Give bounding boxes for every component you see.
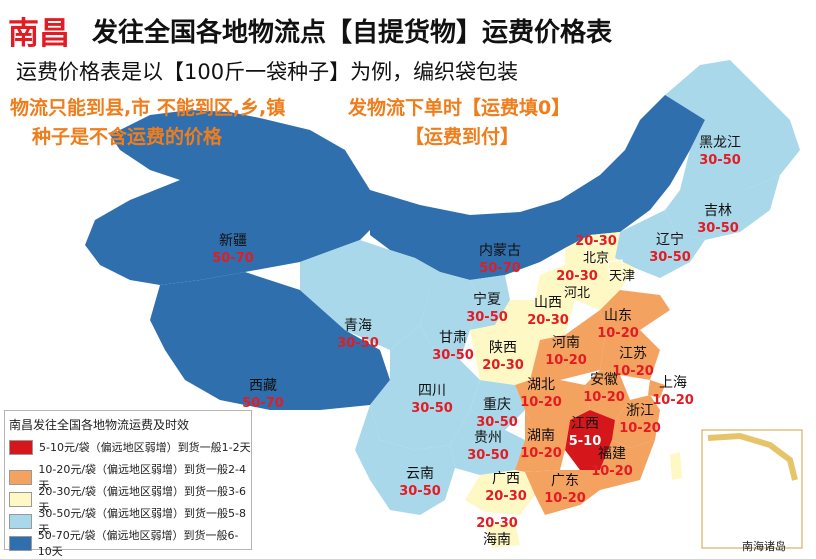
label-sichuan: 四川 30-50 <box>411 383 453 416</box>
legend-swatch-red <box>9 439 33 455</box>
region-hainan <box>485 522 520 548</box>
legend-label: 20-30元/袋（偏远地区弱增）到货一般3-6天 <box>38 485 247 514</box>
label-jilin: 吉林 30-50 <box>697 203 739 236</box>
page-subtitle: 运费价格表是以【100斤一袋种子】为例，编织袋包装 <box>16 60 519 84</box>
region-beijing <box>584 241 606 261</box>
region-xizang <box>150 272 390 410</box>
label-henan: 河南 10-20 <box>545 335 587 368</box>
region-guizhou <box>450 410 525 475</box>
label-liaoning: 辽宁 30-50 <box>649 232 691 265</box>
label-jiangsu: 江苏 10-20 <box>612 346 654 379</box>
legend-item: 30-50元/袋（偏远地区弱增）到货一般5-8天 <box>9 505 251 537</box>
label-anhui: 安徽 10-20 <box>583 372 625 405</box>
region-neimenggu <box>370 90 705 280</box>
label-shaanxi: 陕西 20-30 <box>482 340 524 373</box>
label-heilongjiang: 黑龙江 30-50 <box>699 135 741 168</box>
label-shandong: 山东 10-20 <box>597 308 639 341</box>
region-gansu <box>390 250 480 360</box>
south-sea-inset <box>701 429 803 549</box>
region-zhejiang <box>612 395 660 448</box>
label-neimenggu: 内蒙古 50-70 <box>479 243 521 276</box>
note-left-1: 物流只能到县,市 不能到区,乡,镇 <box>10 97 286 119</box>
legend: 南昌发往全国各地物流运费及时效 5-10元/袋（偏远地区弱增）到货一般1-2天 … <box>4 410 252 558</box>
region-shanxi <box>535 265 575 340</box>
label-beijing: 20-30 北京 <box>575 234 617 266</box>
label-chongqing: 重庆 30-50 <box>476 397 518 430</box>
region-hubei <box>515 380 590 420</box>
region-xinjiang <box>85 110 380 285</box>
legend-swatch-yellow <box>9 491 33 507</box>
label-fujian: 福建 10-20 <box>591 446 633 479</box>
label-shanghai: 上海 10-20 <box>652 375 694 408</box>
label-hubei: 湖北 10-20 <box>520 377 562 410</box>
region-qinghai <box>300 240 430 350</box>
legend-item: 10-20元/袋（偏远地区弱增）到货一般2-4天 <box>9 461 251 493</box>
label-yunnan: 云南 30-50 <box>399 466 441 499</box>
region-shanghai <box>648 380 665 398</box>
note-right-2: 【运费到付】 <box>405 126 520 148</box>
label-xinjiang: 新疆 50-70 <box>212 233 254 266</box>
region-henan <box>530 310 605 380</box>
label-gansu: 甘肃 30-50 <box>432 330 474 363</box>
label-qinghai: 青海 30-50 <box>337 318 379 351</box>
region-shandong <box>600 290 670 335</box>
label-hunan: 湖南 10-20 <box>520 428 562 461</box>
legend-item: 5-10元/袋（偏远地区弱增）到货一般1-2天 <box>9 439 251 455</box>
region-hunan <box>515 410 570 472</box>
legend-item: 20-30元/袋（偏远地区弱增）到货一般3-6天 <box>9 483 251 515</box>
region-liaoning <box>615 210 705 278</box>
label-shanxi: 山西 20-30 <box>527 295 569 328</box>
label-guangxi: 广西 20-30 <box>485 471 527 504</box>
label-tianjin: 天津 <box>608 269 636 284</box>
label-hebei: 20-30 河北 <box>556 269 598 301</box>
region-hebei <box>565 232 635 310</box>
legend-label: 5-10元/袋（偏远地区弱增）到货一般1-2天 <box>39 441 251 454</box>
legend-label: 30-50元/袋（偏远地区弱增）到货一般5-8天 <box>38 507 247 536</box>
region-shaanxi <box>470 300 540 385</box>
legend-swatch-dark-blue <box>9 535 32 551</box>
note-right-1: 发物流下单时【运费填0】 <box>348 97 571 119</box>
legend-swatch-light-blue <box>9 513 33 529</box>
south-sea-coast <box>707 432 798 481</box>
region-jilin <box>665 175 780 240</box>
map-regions <box>85 60 800 548</box>
region-fujian <box>600 440 655 490</box>
legend-swatch-orange <box>9 469 33 485</box>
label-hainan: 20-30 海南 <box>476 516 518 548</box>
region-tianjin <box>607 259 625 279</box>
label-ningxia: 宁夏 30-50 <box>466 292 508 325</box>
label-zhejiang: 浙江 10-20 <box>619 403 661 436</box>
label-guizhou: 贵州 30-50 <box>467 430 509 463</box>
region-anhui <box>585 370 630 420</box>
region-jiangxi <box>565 410 615 470</box>
region-yunnan <box>355 405 455 515</box>
label-xizang: 西藏 50-70 <box>242 378 284 411</box>
label-guangdong: 广东 10-20 <box>544 473 586 506</box>
legend-label: 50-70元/袋（偏远地区弱增）到货一般6-10天 <box>37 529 239 558</box>
legend-label: 10-20元/袋（偏远地区弱增）到货一般2-4天 <box>38 463 247 492</box>
region-guangxi <box>465 470 535 515</box>
page-title: 发往全国各地物流点【自提货物】运费价格表 <box>92 18 613 48</box>
region-chongqing <box>470 380 525 430</box>
region-heilongjiang <box>665 60 800 195</box>
region-ningxia <box>470 275 510 330</box>
note-left-2: 种子是不含运费的价格 <box>32 126 223 148</box>
region-sichuan <box>370 325 480 450</box>
legend-title: 南昌发往全国各地物流运费及时效 <box>9 418 190 432</box>
region-jiangsu <box>600 330 660 380</box>
title-city: 南昌 <box>8 16 70 52</box>
legend-item: 50-70元/袋（偏远地区弱增）到货一般6-10天 <box>9 527 251 559</box>
label-jiangxi: 江西 5-10 <box>568 416 602 449</box>
south-sea-label: 南海诸岛 <box>742 540 786 553</box>
region-taiwan <box>670 452 682 480</box>
region-guangdong <box>525 470 600 515</box>
